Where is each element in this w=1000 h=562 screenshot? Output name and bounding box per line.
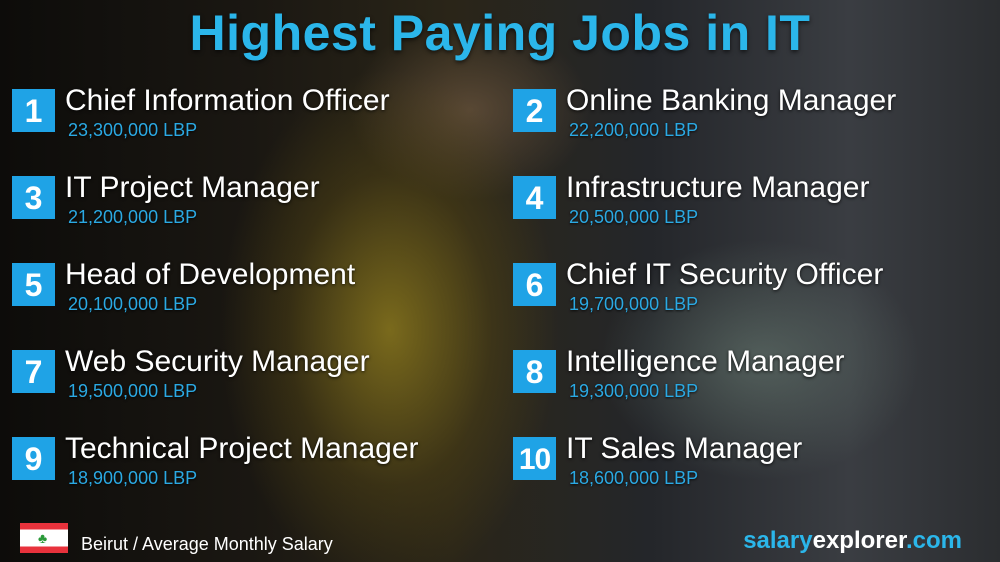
- job-item: 6 Chief IT Security Officer 19,700,000 L…: [513, 258, 993, 333]
- job-item: 10 IT Sales Manager 18,600,000 LBP: [513, 432, 993, 507]
- job-item: 5 Head of Development 20,100,000 LBP: [12, 258, 492, 333]
- brand-part: explorer: [812, 527, 906, 554]
- rank-badge: 3: [12, 176, 55, 219]
- job-salary: 18,600,000 LBP: [569, 468, 699, 488]
- job-title: Chief IT Security Officer: [566, 258, 884, 291]
- job-item: 8 Intelligence Manager 19,300,000 LBP: [513, 345, 993, 420]
- rank-badge: 1: [12, 89, 55, 132]
- rank-badge: 10: [513, 437, 556, 480]
- job-salary: 19,300,000 LBP: [569, 381, 699, 401]
- rank-badge: 5: [12, 263, 55, 306]
- job-salary: 19,500,000 LBP: [68, 381, 198, 401]
- job-title: Head of Development: [65, 258, 356, 291]
- job-item: 4 Infrastructure Manager 20,500,000 LBP: [513, 171, 993, 246]
- job-salary: 20,500,000 LBP: [569, 207, 699, 227]
- location-label: Beirut / Average Monthly Salary: [81, 534, 333, 554]
- rank-badge: 4: [513, 176, 556, 219]
- rank-badge: 8: [513, 350, 556, 393]
- job-salary: 21,200,000 LBP: [68, 207, 198, 227]
- job-title: Technical Project Manager: [65, 432, 419, 465]
- job-salary: 22,200,000 LBP: [569, 120, 699, 140]
- job-title: Intelligence Manager: [566, 345, 845, 378]
- job-salary: 23,300,000 LBP: [68, 120, 198, 140]
- job-title: Infrastructure Manager: [566, 171, 870, 204]
- brand-part: salary: [743, 527, 813, 554]
- job-title: Chief Information Officer: [65, 84, 390, 117]
- job-title: IT Sales Manager: [566, 432, 803, 465]
- page-title: Highest Paying Jobs in IT: [189, 5, 811, 61]
- rank-badge: 6: [513, 263, 556, 306]
- brand-part: .com: [905, 527, 962, 554]
- lebanon-flag-icon: ♣: [20, 523, 68, 553]
- brand-logo: salaryexplorer.com: [743, 527, 962, 555]
- job-item: 3 IT Project Manager 21,200,000 LBP: [12, 171, 492, 246]
- job-salary: 20,100,000 LBP: [68, 294, 198, 314]
- job-title: IT Project Manager: [65, 171, 320, 204]
- job-item: 7 Web Security Manager 19,500,000 LBP: [12, 345, 492, 420]
- rank-badge: 7: [12, 350, 55, 393]
- rank-badge: 2: [513, 89, 556, 132]
- job-item: 2 Online Banking Manager 22,200,000 LBP: [513, 84, 993, 159]
- job-salary: 19,700,000 LBP: [569, 294, 699, 314]
- job-title: Web Security Manager: [65, 345, 370, 378]
- rank-badge: 9: [12, 437, 55, 480]
- job-item: 1 Chief Information Officer 23,300,000 L…: [12, 84, 492, 159]
- job-title: Online Banking Manager: [566, 84, 897, 117]
- job-salary: 18,900,000 LBP: [68, 468, 198, 488]
- job-item: 9 Technical Project Manager 18,900,000 L…: [12, 432, 492, 507]
